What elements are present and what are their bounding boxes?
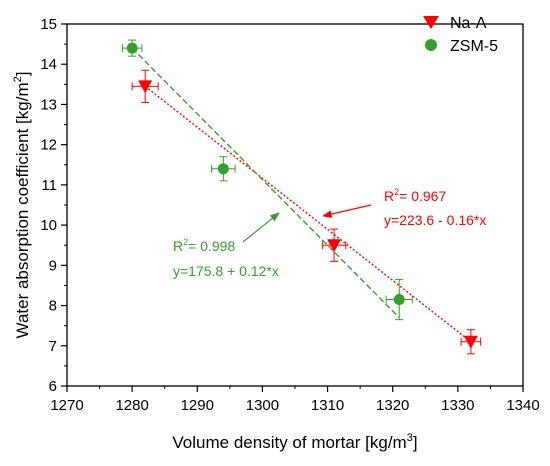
na-a-point — [463, 335, 478, 349]
legend-marker-na-a — [423, 16, 439, 29]
plot-frame — [66, 23, 524, 387]
fit-lines — [131, 47, 472, 343]
annotation-na-a-equation: y=223.6 - 0.16*x — [384, 212, 486, 228]
zsm-5-point — [393, 294, 405, 306]
y-tick-label: 13 — [40, 96, 57, 113]
legend-label-zsm-5: ZSM-5 — [450, 38, 498, 55]
zsm-5-point — [217, 163, 229, 175]
x-tick-label: 1320 — [376, 397, 409, 414]
y-tick-label: 6 — [49, 378, 57, 395]
annotation-zsm-5: R2= 0.998 y=175.8 + 0.12*x — [173, 212, 280, 279]
y-tick-label: 10 — [40, 217, 57, 234]
y-tick-label: 11 — [41, 177, 57, 194]
legend-label-na-a: Na-A — [450, 15, 487, 32]
legend-marker-zsm-5 — [425, 39, 437, 51]
legend: Na-A ZSM-5 — [423, 15, 498, 55]
annotation-zsm-5-r2: R2= 0.998 — [173, 237, 235, 254]
y-axis-ticks: 6 7 8 9 10 11 12 13 14 15 — [40, 16, 67, 395]
annotation-zsm-5-arrow — [242, 212, 280, 243]
annotation-na-a-r2: R2= 0.967 — [384, 187, 446, 204]
y-tick-label: 9 — [49, 257, 57, 274]
fit-line-na-a — [144, 85, 472, 343]
y-tick-label: 8 — [49, 298, 57, 315]
na-a-point — [138, 80, 153, 94]
data-points — [126, 42, 478, 349]
fit-line-zsm-5 — [131, 47, 400, 319]
x-tick-label: 1330 — [441, 397, 474, 414]
y-tick-label: 12 — [40, 137, 57, 154]
annotation-na-a: R2= 0.967 y=223.6 - 0.16*x — [322, 187, 486, 228]
x-axis-title: Volume density of mortar [kg/m3] — [172, 432, 417, 452]
annotation-na-a-arrow — [322, 204, 372, 218]
annotation-zsm-5-equation: y=175.8 + 0.12*x — [173, 263, 279, 279]
zsm-5-point — [126, 42, 138, 54]
x-tick-label: 1280 — [115, 397, 148, 414]
y-tick-label: 7 — [49, 338, 57, 355]
y-tick-label: 14 — [40, 56, 57, 73]
x-axis-ticks: 1270 1280 1290 1300 1310 1320 1330 1340 — [50, 386, 540, 414]
x-tick-label: 1310 — [311, 397, 344, 414]
y-tick-label: 15 — [40, 16, 57, 33]
x-tick-label: 1290 — [181, 397, 214, 414]
x-tick-label: 1270 — [50, 397, 83, 414]
na-a-point — [327, 239, 342, 253]
y-axis-title: Water absorption coefficient [kg/m2] — [12, 72, 32, 339]
x-tick-label: 1300 — [246, 397, 279, 414]
x-tick-label: 1340 — [506, 397, 539, 414]
